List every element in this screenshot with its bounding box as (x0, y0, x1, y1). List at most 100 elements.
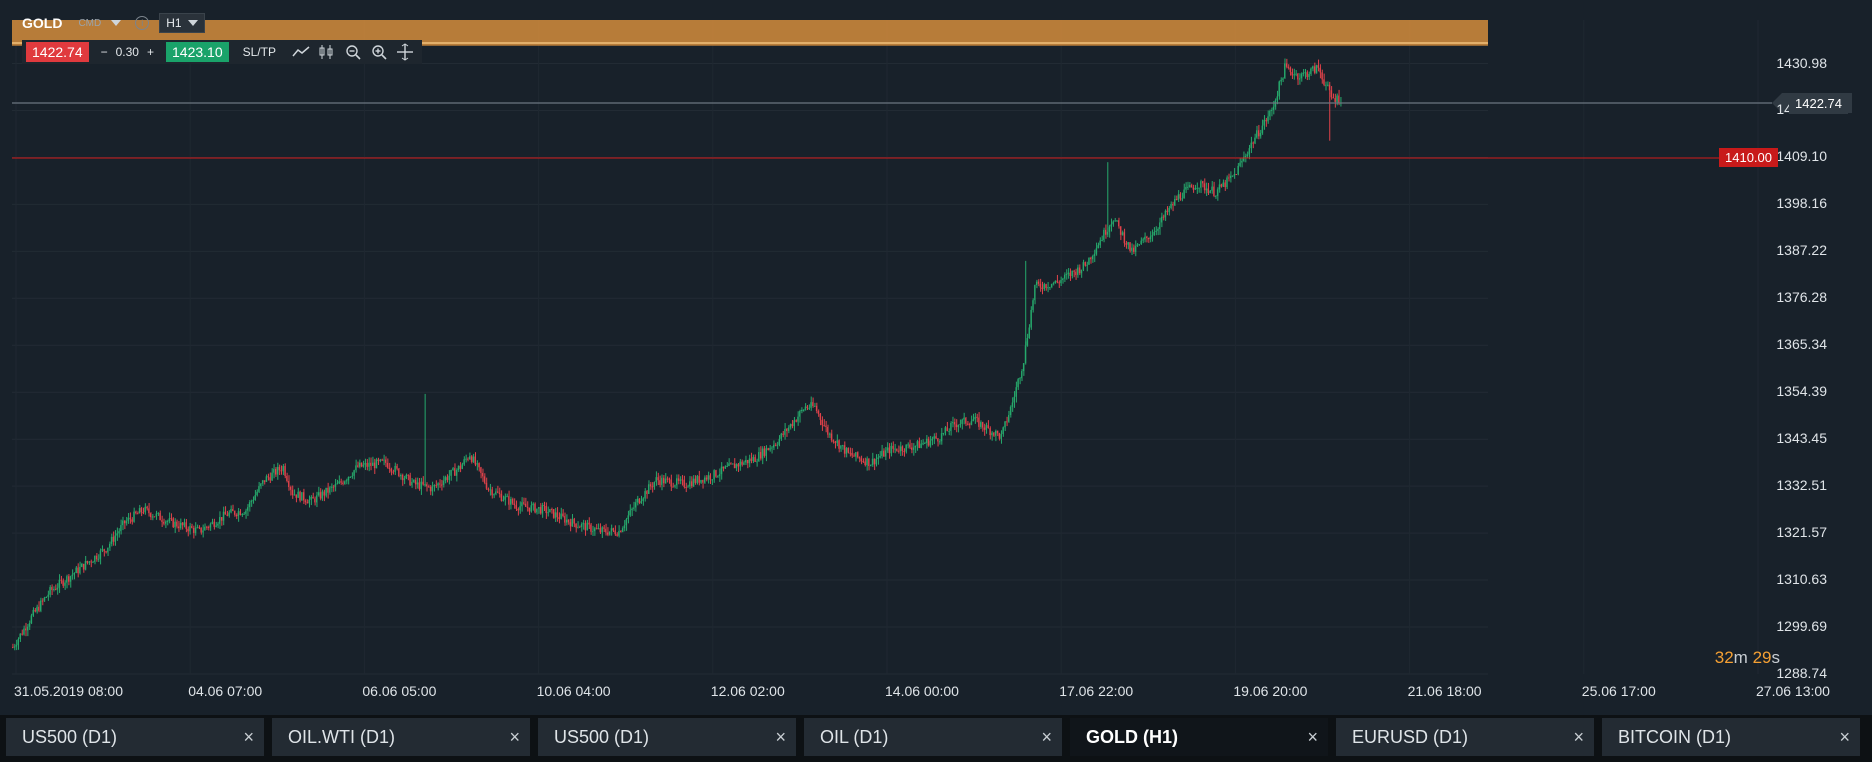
candle-body (653, 482, 656, 487)
chart-tab[interactable]: US500 (D1) × (6, 718, 266, 756)
candles-icon[interactable] (316, 42, 338, 62)
chart-tab[interactable]: US500 (D1) × (538, 718, 798, 756)
close-icon[interactable]: × (243, 727, 254, 747)
candle-body (440, 484, 443, 486)
candle-body (316, 495, 318, 503)
candle-body (101, 549, 103, 551)
candle-body (1280, 79, 1282, 82)
zoom-in-icon[interactable] (368, 42, 390, 62)
candle-body (994, 430, 997, 436)
candle-body (689, 481, 691, 487)
candle-body (537, 507, 540, 509)
candle-body (168, 518, 171, 522)
candle-body (534, 503, 536, 513)
candle-body (131, 519, 133, 522)
candle-body (172, 518, 174, 528)
candle-body (403, 478, 406, 481)
candle-body (226, 514, 228, 516)
candle-body (536, 508, 538, 513)
candle-body (752, 457, 754, 461)
candle-body (748, 458, 751, 464)
y-axis-tick-label: 1365.34 (1776, 336, 1827, 353)
chart-area[interactable]: 1430.981420.041409.101398.161387.221376.… (0, 0, 1872, 715)
candle-body (739, 461, 741, 467)
candle-body (1123, 232, 1126, 244)
order-line-badge[interactable]: 1410.00 (1719, 148, 1778, 167)
candle-body (41, 600, 44, 602)
candle-body (1270, 109, 1273, 111)
candle-body (23, 628, 25, 635)
price-chart[interactable] (0, 0, 1872, 715)
candle-body (636, 498, 639, 503)
chart-tab[interactable]: OIL.WTI (D1) × (272, 718, 532, 756)
candle-body (1131, 247, 1133, 251)
candle-body (110, 536, 113, 544)
volume-stepper[interactable]: − 0.30 + (93, 45, 162, 59)
candle-body (118, 531, 120, 534)
candle-body (105, 551, 107, 553)
candle-body (258, 486, 260, 492)
candle-body (498, 492, 501, 494)
line-chart-icon[interactable] (290, 42, 312, 62)
candle-body (94, 555, 96, 562)
candle-body (191, 526, 193, 528)
candle-body (1032, 300, 1034, 310)
chart-tab[interactable]: EURUSD (D1) × (1336, 718, 1596, 756)
buy-button[interactable]: 1423.10 (166, 42, 229, 62)
candle-body (314, 498, 316, 503)
candle-body (504, 496, 506, 500)
candle-body (737, 464, 739, 467)
candle-body (274, 468, 277, 475)
candle-body (1116, 220, 1118, 222)
crosshair-icon[interactable] (394, 42, 416, 62)
candle-body (914, 445, 917, 448)
info-icon[interactable]: i (135, 16, 150, 30)
chart-tab[interactable]: OIL (D1) × (804, 718, 1064, 756)
candle-body (774, 444, 777, 446)
candle-body (202, 530, 204, 533)
candle-body (922, 443, 924, 445)
volume-value[interactable]: 0.30 (115, 45, 139, 59)
candle-body (1101, 239, 1103, 241)
candle-body (351, 475, 353, 477)
candle-body (513, 503, 516, 506)
close-icon[interactable]: × (1573, 727, 1584, 747)
candle-body (125, 520, 128, 524)
candle-body (502, 499, 504, 501)
chart-tab[interactable]: GOLD (H1) × (1070, 718, 1330, 756)
volume-increase-button[interactable]: + (146, 45, 154, 59)
candle-body (47, 594, 49, 597)
candle-body (127, 517, 130, 521)
candle-body (1226, 177, 1228, 188)
symbol-dropdown-icon[interactable] (111, 20, 122, 26)
candle-body (358, 462, 361, 467)
close-icon[interactable]: × (775, 727, 786, 747)
candle-body (1319, 67, 1321, 73)
candle-body (843, 445, 846, 454)
candle-body (230, 508, 232, 513)
candle-body (776, 444, 779, 446)
candle-body (511, 499, 514, 504)
close-icon[interactable]: × (1839, 727, 1850, 747)
close-icon[interactable]: × (1041, 727, 1052, 747)
candle-body (53, 588, 55, 590)
sell-button[interactable]: 1422.74 (26, 42, 89, 62)
candle-body (254, 495, 256, 501)
zoom-out-icon[interactable] (342, 42, 364, 62)
candle-body (353, 470, 355, 476)
candle-body (1106, 231, 1109, 235)
volume-decrease-button[interactable]: − (100, 45, 108, 59)
sltp-button[interactable]: SL/TP (242, 45, 276, 59)
chart-tab[interactable]: BITCOIN (D1) × (1602, 718, 1862, 756)
candle-body (1155, 230, 1157, 232)
candle-body (273, 468, 275, 473)
candle-body (204, 526, 206, 531)
candle-body (431, 486, 434, 492)
timeframe-select[interactable]: H1 (159, 13, 205, 33)
close-icon[interactable]: × (509, 727, 520, 747)
candle-body (912, 447, 915, 450)
candle-body (166, 521, 169, 523)
candle-body (1313, 66, 1316, 73)
close-icon[interactable]: × (1307, 727, 1318, 747)
candle-body (806, 406, 808, 408)
